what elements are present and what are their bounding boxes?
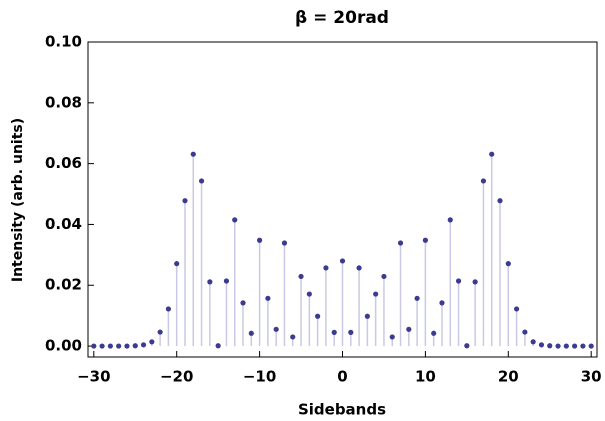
point (99, 343, 105, 349)
point (339, 258, 346, 264)
y-tick-label: 0.00 (45, 337, 82, 355)
point (356, 265, 362, 271)
point (257, 237, 263, 243)
point (563, 343, 569, 349)
y-tick-label: 0.04 (45, 215, 82, 233)
chart-title: β = 20rad (295, 8, 389, 28)
point (116, 343, 122, 349)
point (480, 178, 487, 184)
y-tick-label: 0.06 (45, 154, 82, 172)
point (315, 313, 321, 319)
point (182, 198, 188, 204)
point (290, 334, 296, 340)
point (198, 178, 205, 184)
point (265, 295, 271, 301)
point (397, 240, 404, 246)
point (422, 237, 428, 243)
point (530, 339, 536, 345)
point (174, 261, 180, 267)
point (555, 343, 561, 349)
point (373, 291, 379, 297)
y-tick-label: 0.02 (45, 276, 82, 294)
point (588, 343, 594, 349)
x-tick-label: 10 (415, 368, 436, 386)
point (157, 329, 163, 335)
x-tick-label: 0 (337, 368, 347, 386)
y-tick-label: 0.08 (45, 93, 82, 111)
point (331, 329, 337, 335)
point (107, 343, 113, 349)
point (223, 278, 230, 284)
x-tick-label: 30 (581, 368, 602, 386)
point (364, 313, 370, 319)
point (240, 300, 246, 306)
point (232, 217, 238, 223)
point (348, 329, 354, 335)
point (538, 342, 545, 348)
point (572, 343, 578, 349)
point (447, 217, 453, 223)
point (132, 343, 138, 349)
point (91, 343, 97, 349)
point (580, 343, 586, 349)
point (273, 326, 279, 332)
point (323, 265, 329, 271)
point (431, 330, 437, 336)
point (149, 339, 155, 345)
x-tick-label: −30 (77, 368, 110, 386)
point (464, 343, 470, 349)
point (522, 329, 528, 335)
point (455, 278, 462, 284)
point (215, 343, 221, 349)
point (389, 334, 395, 340)
point (281, 240, 288, 246)
point (298, 273, 304, 280)
point (207, 279, 213, 285)
point (190, 151, 196, 157)
point (497, 198, 503, 204)
point (306, 291, 312, 297)
point (489, 151, 495, 157)
x-tick-label: −10 (243, 368, 276, 386)
point (248, 330, 254, 336)
x-axis-label: Sidebands (298, 401, 386, 419)
point (406, 326, 412, 332)
point (140, 342, 147, 348)
y-tick-label: 0.10 (45, 33, 82, 51)
point (124, 343, 130, 349)
point (165, 306, 172, 312)
point (381, 273, 387, 280)
point (439, 300, 445, 306)
point (547, 343, 553, 349)
point (513, 306, 520, 312)
point (472, 279, 478, 285)
x-tick-label: −20 (160, 368, 193, 386)
x-tick-label: 20 (498, 368, 519, 386)
point (505, 261, 511, 267)
y-axis-label: Intensity (arb. units) (10, 118, 26, 282)
point (414, 295, 420, 301)
